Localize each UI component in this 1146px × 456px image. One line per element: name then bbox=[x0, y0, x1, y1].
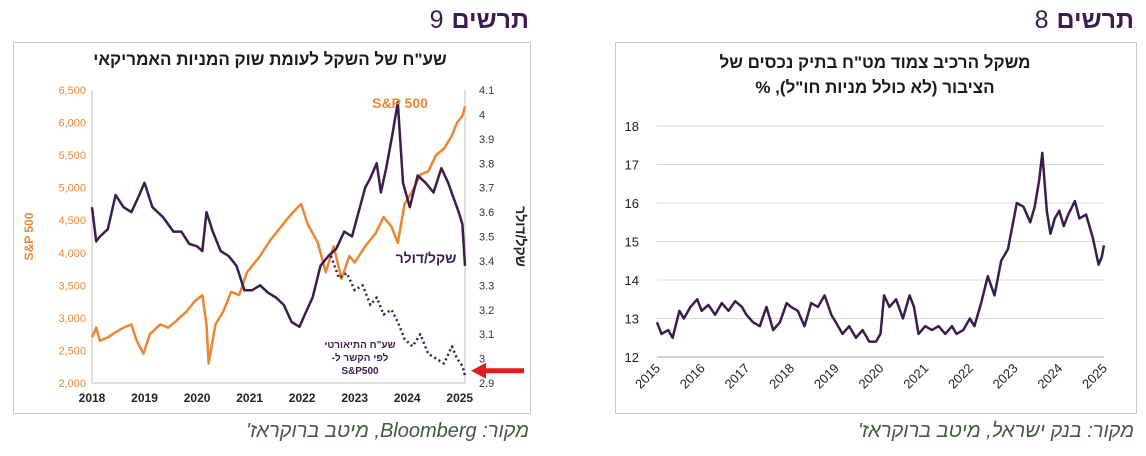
chart9-left-tick-label: 5,500 bbox=[58, 150, 86, 162]
chart8-x-tick-label: 2016 bbox=[677, 361, 708, 392]
chart9-left-tick-label: 4,000 bbox=[58, 248, 86, 260]
chart9-right-axis-title: שקל/דולר bbox=[513, 206, 529, 267]
chart9-right-tick-label: 2.9 bbox=[479, 378, 494, 390]
chart9-series-line-1 bbox=[90, 100, 467, 329]
chart8-y-tick-label: 12 bbox=[625, 350, 639, 365]
chart9-left-tick-label: 3,000 bbox=[58, 313, 86, 325]
chart8-x-tick-label: 2017 bbox=[721, 361, 752, 392]
chart8-x-tick-label: 2018 bbox=[766, 361, 797, 392]
chart9-x-tick-label: 2022 bbox=[289, 391, 316, 405]
chart9-frame bbox=[13, 42, 531, 414]
chart8-title-line1: משקל הרכיב צמוד מט"ח בתיק נכסים של bbox=[719, 53, 1031, 72]
chart8-header-number: 8 bbox=[1034, 6, 1049, 34]
chart8-series-line-0 bbox=[655, 151, 1106, 343]
chart9-right-tick-label: 3 bbox=[479, 354, 485, 366]
chart9-annotation-theo-2: לפי הקשר ל- bbox=[332, 352, 389, 364]
chart9-right-tick-label: 3.5 bbox=[479, 232, 494, 244]
chart8-x-tick-label: 2024 bbox=[1034, 361, 1065, 392]
chart9-right-tick-label: 3.7 bbox=[479, 183, 494, 195]
chart9-right-tick-label: 3.4 bbox=[479, 256, 494, 268]
chart9-left-axis-title: S&P 500 bbox=[22, 212, 36, 260]
chart8-source: מקור: בנק ישראל, מיטב ברוקראז' bbox=[857, 420, 1134, 442]
chart9-left-tick-label: 5,000 bbox=[58, 183, 86, 195]
chart9-annotation-theo-3: S&P500 bbox=[341, 366, 379, 377]
chart9-right-tick-label: 4 bbox=[479, 109, 485, 121]
chart8-y-tick-label: 14 bbox=[625, 273, 639, 288]
chart9-left-tick-label: 2,500 bbox=[58, 345, 86, 357]
chart9-arrow-icon bbox=[471, 362, 486, 379]
chart8-header-label: תרשים bbox=[1056, 6, 1134, 34]
chart9-left-tick-label: 6,500 bbox=[58, 85, 86, 97]
chart8-header: תרשים8 bbox=[1035, 6, 1134, 35]
chart9-source: מקור: Bloomberg, מיטב ברוקראז' bbox=[246, 420, 529, 442]
chart9-left-tick-label: 6,000 bbox=[58, 118, 86, 130]
chart9-header-number: 9 bbox=[429, 6, 444, 34]
chart8-y-tick-label: 13 bbox=[625, 312, 639, 327]
chart9-x-tick-label: 2020 bbox=[184, 391, 211, 405]
chart9-title: שע"ח של השקל לעומת שוק המניות האמריקאי bbox=[93, 50, 447, 69]
chart8-y-tick-label: 16 bbox=[625, 196, 639, 211]
chart9-header: תרשים9 bbox=[430, 6, 529, 35]
chart9-right-tick-label: 3.6 bbox=[479, 207, 494, 219]
chart9-x-tick-label: 2025 bbox=[446, 391, 473, 405]
chart8-x-tick-label: 2025 bbox=[1079, 361, 1110, 392]
chart9-right-tick-label: 3.2 bbox=[479, 305, 494, 317]
chart8-x-tick-label: 2020 bbox=[856, 361, 887, 392]
chart9-annotation-theo-1: שע"ח התיאורטי bbox=[324, 340, 395, 351]
chart8-x-tick-label: 2015 bbox=[632, 361, 663, 392]
chart9-annotation-spx: S&P 500 bbox=[372, 95, 428, 111]
chart8-x-tick-label: 2021 bbox=[900, 361, 931, 392]
chart9-left-tick-label: 4,500 bbox=[58, 215, 86, 227]
chart9-x-tick-label: 2024 bbox=[394, 391, 421, 405]
chart8-y-tick-label: 17 bbox=[625, 158, 639, 173]
chart9-left-tick-label: 3,500 bbox=[58, 280, 86, 292]
chart8-x-tick-label: 2022 bbox=[945, 361, 976, 392]
chart8-y-tick-label: 15 bbox=[625, 235, 639, 250]
chart8-x-tick-label: 2019 bbox=[811, 361, 842, 392]
chart9-left-tick-label: 2,000 bbox=[58, 378, 86, 390]
chart9-right-tick-label: 4.1 bbox=[479, 85, 494, 97]
chart9-right-tick-label: 3.3 bbox=[479, 280, 494, 292]
chart9-annotation-ils: שקל/דולר bbox=[396, 250, 457, 266]
chart8-title-line2: הציבור (לא כולל מניות חו"ל), % bbox=[755, 78, 995, 97]
chart9-right-tick-label: 3.9 bbox=[479, 134, 494, 146]
chart9-series-line-0 bbox=[90, 105, 467, 365]
chart9-x-tick-label: 2021 bbox=[236, 391, 263, 405]
chart9-header-label: תרשים bbox=[451, 6, 529, 34]
chart9-x-tick-label: 2018 bbox=[79, 391, 106, 405]
chart8-x-tick-label: 2023 bbox=[990, 361, 1021, 392]
chart8-y-tick-label: 18 bbox=[625, 119, 639, 134]
chart9-x-tick-label: 2023 bbox=[341, 391, 368, 405]
chart9-right-tick-label: 3.1 bbox=[479, 329, 494, 341]
chart9-x-tick-label: 2019 bbox=[131, 391, 158, 405]
chart9-right-tick-label: 3.8 bbox=[479, 158, 494, 170]
